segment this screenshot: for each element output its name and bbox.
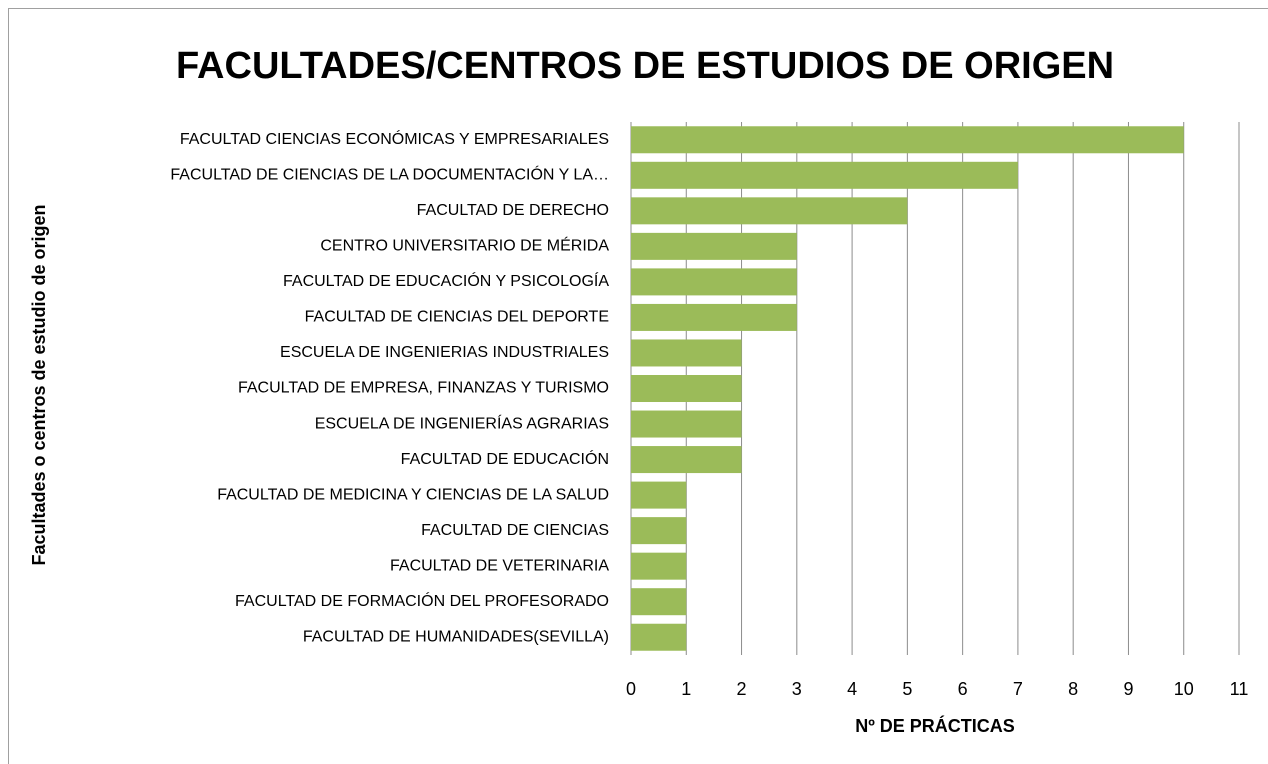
y-tick-label: FACULTAD CIENCIAS ECONÓMICAS Y EMPRESARI… [180,129,609,148]
y-tick-label: ESCUELA DE INGENIERÍAS AGRARIAS [315,413,609,432]
x-tick-label: 11 [1230,679,1249,699]
y-tick-label: FACULTAD DE CIENCIAS [421,522,609,539]
x-tick-label: 8 [1068,679,1078,699]
y-tick-label: FACULTAD DE EDUCACIÓN [401,449,609,468]
y-tick-label: CENTRO UNIVERSITARIO DE MÉRIDA [320,236,609,255]
x-tick-label: 7 [1013,679,1023,699]
x-tick-label: 3 [792,679,802,699]
bar [631,410,742,438]
chart-border [8,8,1268,764]
bar [631,126,1184,154]
bar [631,552,687,580]
bar [631,232,797,260]
bar [631,517,687,545]
x-tick-label: 9 [1123,679,1133,699]
y-tick-label: FACULTAD DE DERECHO [417,202,609,219]
y-tick-label: FACULTAD DE CIENCIAS DE LA DOCUMENTACIÓN… [170,165,609,184]
bar [631,303,797,331]
y-tick-label: FACULTAD DE EDUCACIÓN Y PSICOLOGÍA [283,271,609,290]
x-tick-label: 6 [958,679,968,699]
x-tick-label: 10 [1174,679,1194,699]
x-tick-label: 1 [681,679,691,699]
x-tick-label: 5 [902,679,912,699]
bar [631,197,908,225]
bar [631,339,742,367]
bar [631,481,687,509]
y-tick-label: FACULTAD DE CIENCIAS DEL DEPORTE [305,309,609,326]
bar [631,623,687,651]
y-axis-label: Facultades o centros de estudio de orige… [29,204,49,565]
x-tick-label: 0 [626,679,636,699]
bar [631,268,797,296]
y-tick-label: FACULTAD DE HUMANIDADES(SEVILLA) [303,628,609,645]
y-tick-label: FACULTAD DE VETERINARIA [390,557,609,574]
bar [631,374,742,403]
y-tick-label: FACULTAD DE FORMACIÓN DEL PROFESORADO [235,591,609,610]
x-tick-label: 2 [737,679,747,699]
x-tick-label: 4 [847,679,857,699]
chart-title: FACULTADES/CENTROS DE ESTUDIOS DE ORIGEN [176,45,1114,87]
bar [631,588,687,616]
y-tick-label: FACULTAD DE MEDICINA Y CIENCIAS DE LA SA… [217,486,609,503]
x-axis-label: Nº DE PRÁCTICAS [855,715,1015,736]
y-tick-label: FACULTAD DE EMPRESA, FINANZAS Y TURISMO [238,380,609,397]
bar [631,446,742,474]
y-tick-label: ESCUELA DE INGENIERIAS INDUSTRIALES [280,344,609,361]
bar [631,161,1018,189]
